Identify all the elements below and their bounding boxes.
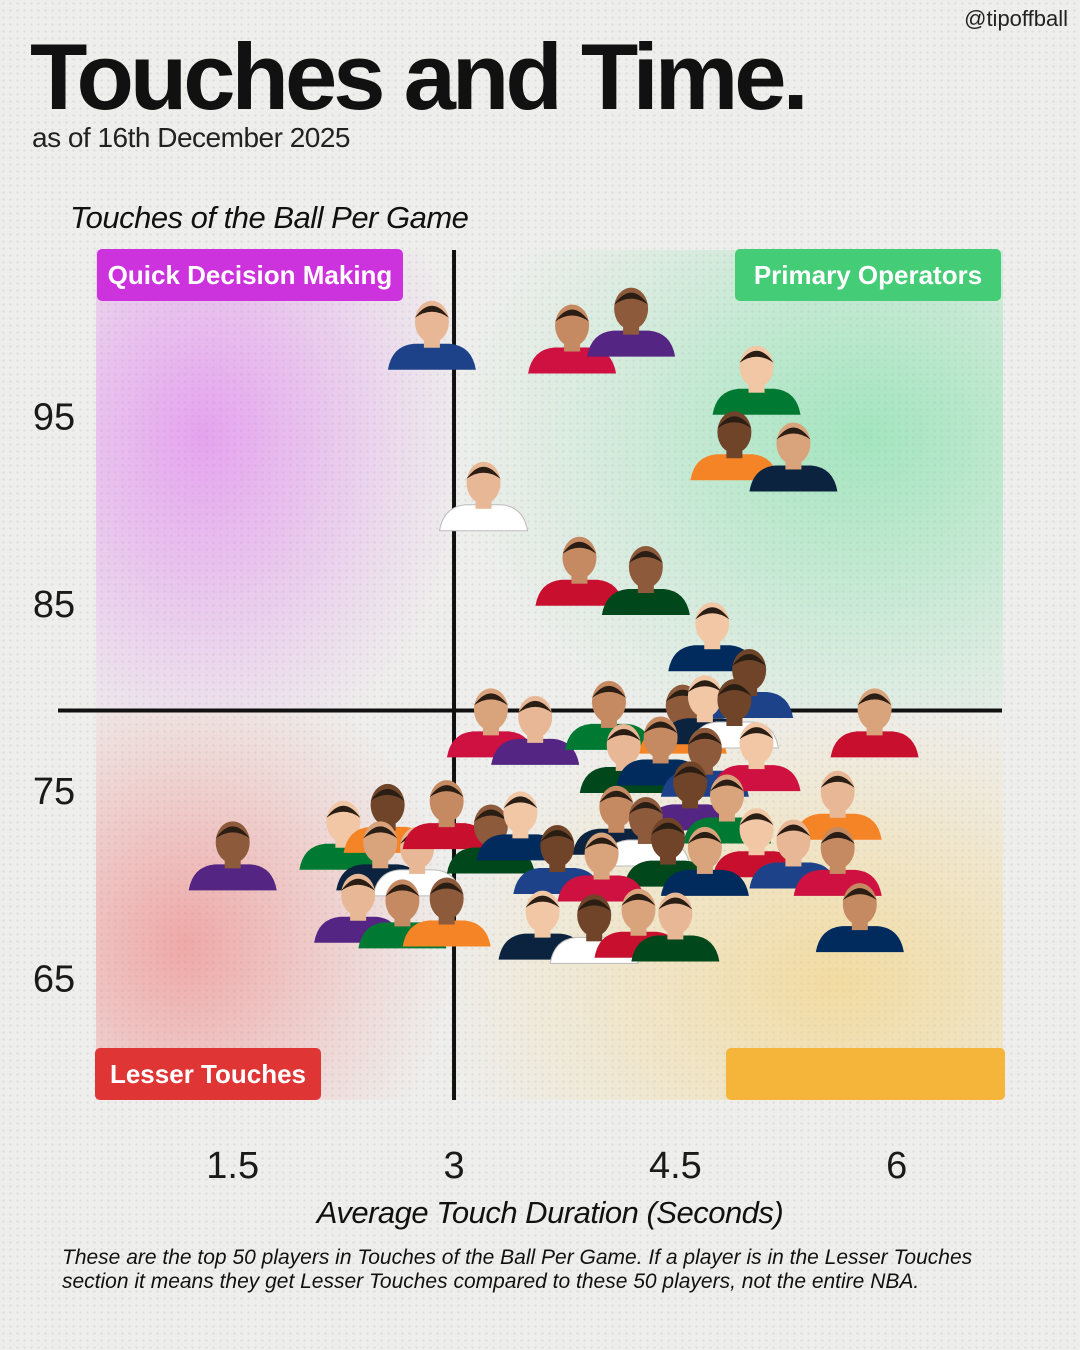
x-axis-label: Average Touch Duration (Seconds) [316,1195,784,1230]
x-tick-label: 3 [443,1145,464,1187]
x-tick-label: 6 [886,1145,907,1187]
y-tick-label: 65 [33,958,75,1000]
y-axis-label: Touches of the Ball Per Game [70,200,469,235]
player-point [188,821,277,891]
player-point [660,826,749,896]
player-point [601,546,690,616]
player-point [631,892,720,962]
account-handle: @tipoffball [964,6,1068,31]
y-tick-label: 95 [33,397,75,439]
player-point [387,300,476,370]
quadrant-badge-bottom-left: Lesser Touches [95,1048,321,1100]
quadrant-top-left-shade [96,250,455,711]
x-tick-label: 1.5 [206,1145,259,1187]
player-point [535,536,624,606]
footnote: These are the top 50 players in Touches … [62,1246,973,1294]
player-point [557,832,646,902]
chart-title: Touches and Time. [30,24,809,129]
player-point [830,688,919,758]
player-point [438,461,529,532]
quadrant-label: Quick Decision Making [108,260,393,290]
player-point [712,345,801,415]
player-point [749,422,838,492]
y-tick-label: 75 [33,771,75,813]
player-point [402,780,491,850]
player-point [491,695,580,765]
player-point [690,411,779,481]
quadrant-label: Lesser Touches [110,1059,306,1089]
quadrant-badge-bottom-right [726,1048,1005,1100]
quadrant-label: Primary Operators [754,260,982,290]
quadrant-badge-top-right: Primary Operators [735,249,1001,301]
player-point [815,883,904,953]
quadrant-badge-top-left: Quick Decision Making [97,249,403,301]
x-tick-label: 4.5 [649,1145,702,1187]
player-point [793,770,882,840]
quadrant-top-right-shade [454,250,1003,711]
y-tick-label: 85 [33,584,75,626]
chart-subtitle: as of 16th December 2025 [32,122,350,153]
player-point [587,287,676,357]
player-point [402,877,491,947]
